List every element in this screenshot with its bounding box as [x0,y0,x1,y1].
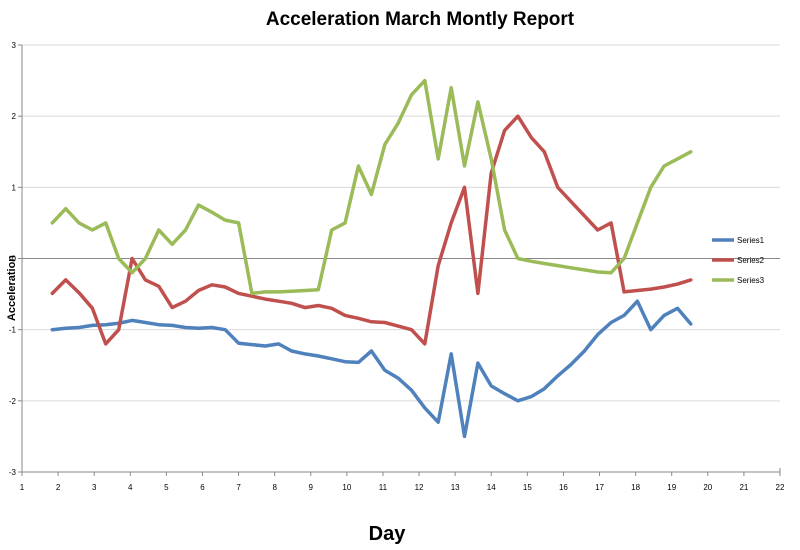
x-tick-label: 15 [523,483,532,492]
y-tick-label: 3 [12,41,17,50]
series-lines [50,78,693,439]
series-line-1 [50,299,693,439]
x-tick-label: 7 [236,483,241,492]
series-line-2 [50,114,693,346]
x-tick-label: 4 [128,483,133,492]
x-tick-label: 6 [200,483,205,492]
x-axis-label: Day [369,523,407,545]
x-tick-label: 12 [415,483,424,492]
y-tick-label: 1 [12,183,17,192]
x-tick-label: 13 [451,483,460,492]
chart-title: Acceleration March Montly Report [266,9,575,30]
y-tick-label: 2 [12,112,17,121]
y-axis-label: Acceleration [6,255,18,321]
x-tick-label: 9 [309,483,314,492]
x-tick-label: 16 [559,483,568,492]
legend-label-2: Series2 [737,256,765,265]
x-tick-label: 19 [667,483,676,492]
x-tick-label: 14 [487,483,496,492]
x-tick-label: 3 [92,483,97,492]
x-tick-label: 11 [379,483,388,492]
series-line-3 [50,78,693,296]
legend-label-3: Series3 [737,276,765,285]
legend-label-1: Series1 [737,236,765,245]
y-tick-label: -2 [9,397,17,406]
x-tick-label: 10 [342,483,351,492]
x-tick-label: 22 [776,483,785,492]
x-tick-label: 8 [272,483,277,492]
legend: Series1 Series2 Series3 [712,236,765,285]
x-tick-label: 21 [739,483,748,492]
x-tick-label: 18 [631,483,640,492]
x-tick-label: 2 [56,483,61,492]
x-tick-label: 17 [595,483,604,492]
x-tick-label: 5 [164,483,169,492]
y-tick-label: 0 [12,255,17,264]
y-tick-label: -3 [9,468,17,477]
x-tick-label: 20 [703,483,712,492]
x-tick-label: 1 [20,483,25,492]
y-tick-label: -1 [9,326,17,335]
